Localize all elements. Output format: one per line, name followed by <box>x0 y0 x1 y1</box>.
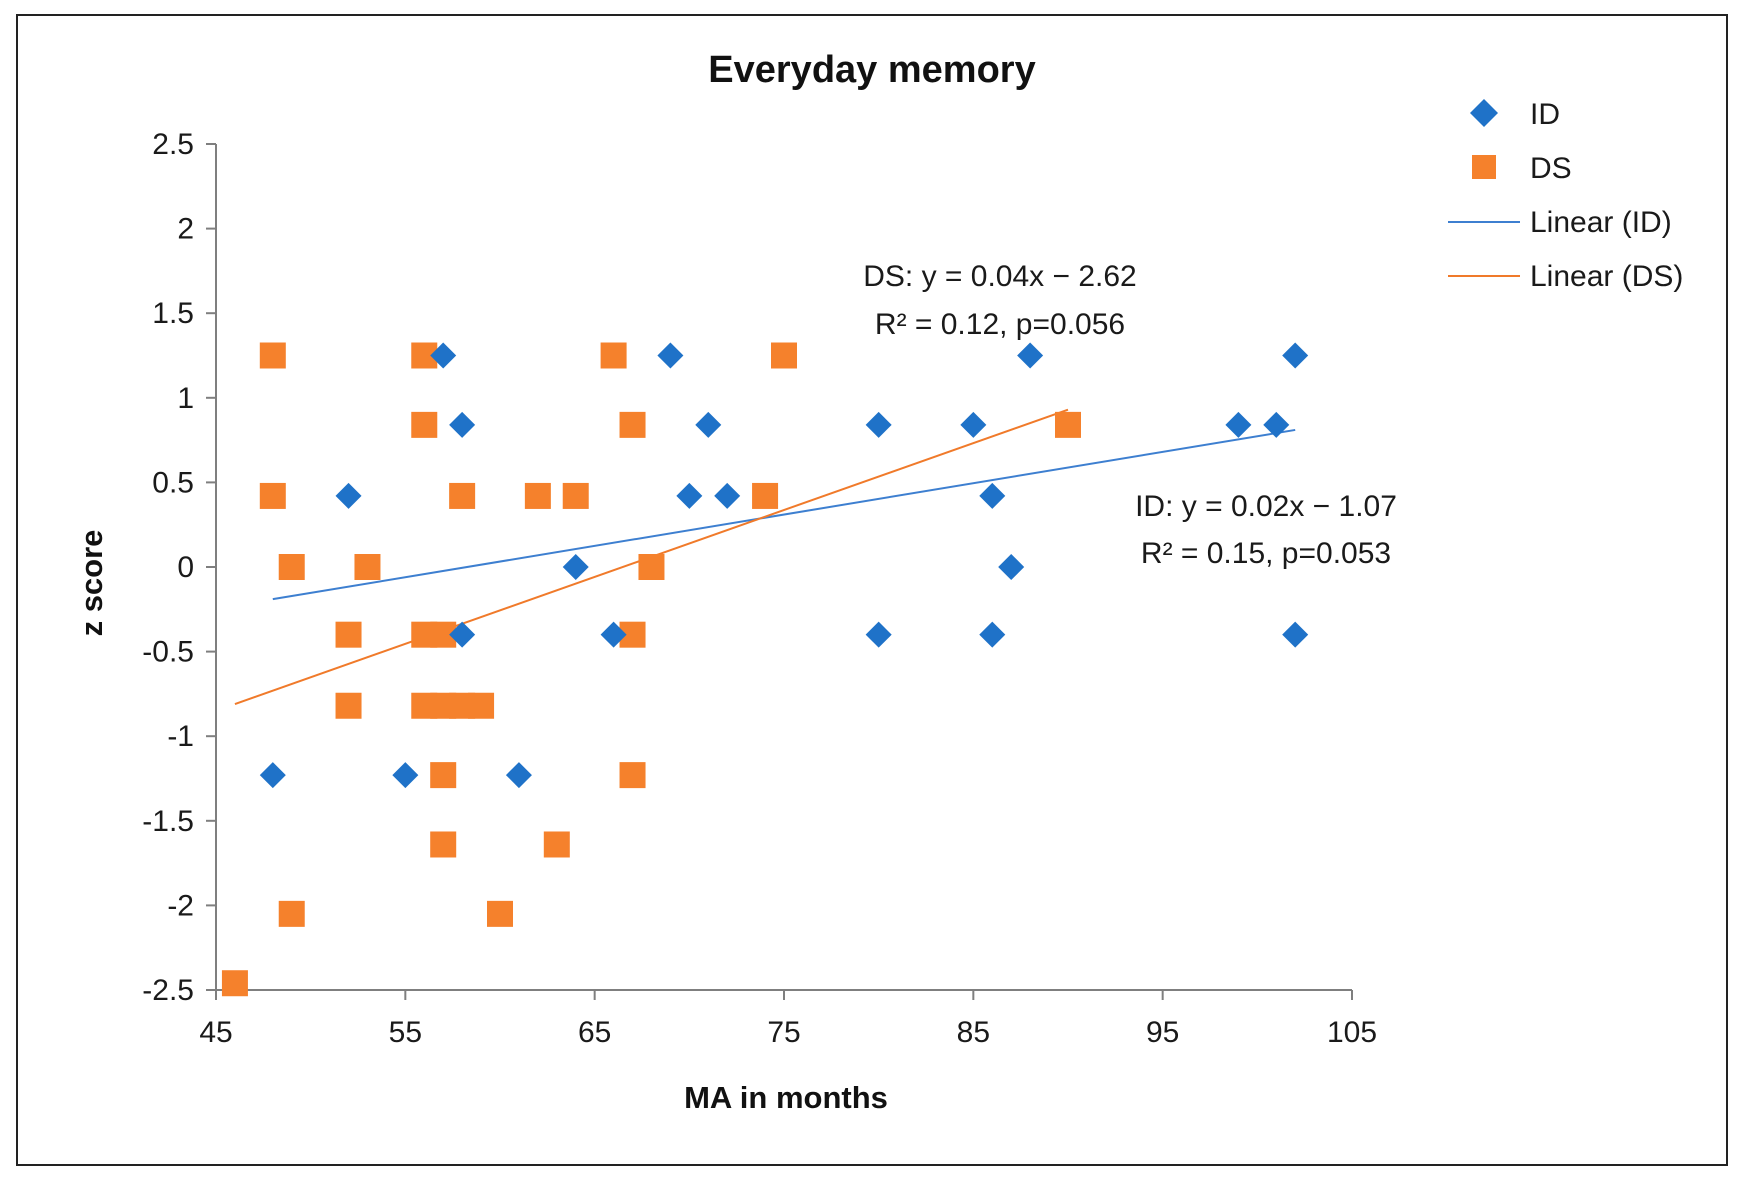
ds-point <box>278 900 305 927</box>
id-point <box>430 342 457 369</box>
x-tick-label: 105 <box>1327 1016 1377 1049</box>
ds-point <box>278 554 305 580</box>
legend-linear-ds-label: Linear (DS) <box>1530 260 1683 293</box>
ds-points <box>221 342 1081 997</box>
x-tick-label: 45 <box>199 1016 232 1049</box>
y-tick-label: 0 <box>177 551 194 584</box>
chart-title: Everyday memory <box>708 49 1035 91</box>
id-point <box>998 554 1025 580</box>
ds-r2-text: R² = 0.12, p=0.056 <box>875 308 1125 341</box>
y-tick-label: -1 <box>167 720 194 753</box>
y-axis-label: z score <box>74 530 109 637</box>
ds-point <box>259 342 286 369</box>
id-r2-text: R² = 0.15, p=0.053 <box>1141 537 1391 570</box>
regression-annotations: DS: y = 0.04x − 2.62 R² = 0.12, p=0.056 … <box>863 260 1397 570</box>
ds-point <box>1055 411 1081 438</box>
legend-ds-marker <box>1472 155 1496 179</box>
id-point <box>1017 342 1044 369</box>
ds-point <box>771 342 797 369</box>
ds-point <box>638 554 665 580</box>
y-tick-label: 2.5 <box>152 128 194 161</box>
ds-point <box>449 482 476 509</box>
ds-point <box>430 762 457 789</box>
id-points <box>259 342 1309 789</box>
ds-point <box>752 482 779 509</box>
ds-point <box>562 482 589 509</box>
ds-point <box>335 621 362 648</box>
id-point <box>676 482 703 509</box>
y-ticks: 2.5 2 1.5 1 0.5 0 -0.5 -1 -1.5 -2 -2.5 <box>142 128 216 1007</box>
y-tick-label: 2 <box>177 213 194 246</box>
legend-ds-label: DS <box>1530 152 1572 185</box>
ds-equation-text: DS: y = 0.04x − 2.62 <box>863 260 1137 293</box>
id-point <box>449 621 476 648</box>
ds-point <box>543 831 570 858</box>
id-point <box>657 342 684 369</box>
id-point <box>392 762 419 789</box>
ds-point <box>354 554 381 580</box>
id-point <box>695 411 722 438</box>
legend-linear-id-label: Linear (ID) <box>1530 206 1672 239</box>
x-axis-label: MA in months <box>684 1080 888 1115</box>
legend: ID DS Linear (ID) Linear (DS) <box>1448 98 1683 293</box>
x-tick-label: 75 <box>767 1016 800 1049</box>
y-tick-label: -1.5 <box>142 805 194 838</box>
id-point <box>960 411 987 438</box>
legend-id-marker <box>1470 99 1498 127</box>
legend-id-label: ID <box>1530 98 1560 131</box>
id-point <box>1225 411 1252 438</box>
ds-point <box>468 692 495 719</box>
y-tick-label: 0.5 <box>152 466 194 499</box>
x-tick-label: 65 <box>578 1016 611 1049</box>
ds-point <box>619 762 646 789</box>
y-tick-label: -2 <box>167 889 194 922</box>
id-point <box>449 411 476 438</box>
id-point <box>1282 342 1309 369</box>
ds-point <box>619 411 646 438</box>
id-point <box>714 482 741 509</box>
ds-point <box>335 692 362 719</box>
id-point <box>505 762 532 789</box>
id-point <box>259 762 286 789</box>
id-point <box>865 411 892 438</box>
id-point <box>562 554 589 580</box>
x-tick-label: 85 <box>957 1016 990 1049</box>
id-equation-text: ID: y = 0.02x − 1.07 <box>1135 490 1397 523</box>
x-tick-label: 55 <box>389 1016 422 1049</box>
id-point <box>1263 411 1290 438</box>
id-point <box>865 621 892 648</box>
ds-point <box>430 831 457 858</box>
x-tick-label: 95 <box>1146 1016 1179 1049</box>
ds-point <box>524 482 551 509</box>
trendlines <box>234 408 1296 705</box>
id-point <box>335 482 362 509</box>
ds-point <box>487 900 513 927</box>
id-point <box>1282 621 1309 648</box>
ds-point <box>600 342 627 369</box>
ds-point <box>411 411 438 438</box>
y-tick-label: -2.5 <box>142 974 194 1007</box>
ds-point <box>221 970 248 997</box>
id-point <box>979 621 1006 648</box>
y-tick-label: 1.5 <box>152 297 194 330</box>
id-point <box>600 621 627 648</box>
x-ticks: 45 55 65 75 85 95 105 <box>199 990 1377 1049</box>
trendline-id <box>272 428 1296 601</box>
chart-frame <box>16 14 1728 1166</box>
ds-point <box>259 482 286 509</box>
y-tick-label: -0.5 <box>142 636 194 669</box>
id-point <box>979 482 1006 509</box>
y-tick-label: 1 <box>177 382 194 415</box>
